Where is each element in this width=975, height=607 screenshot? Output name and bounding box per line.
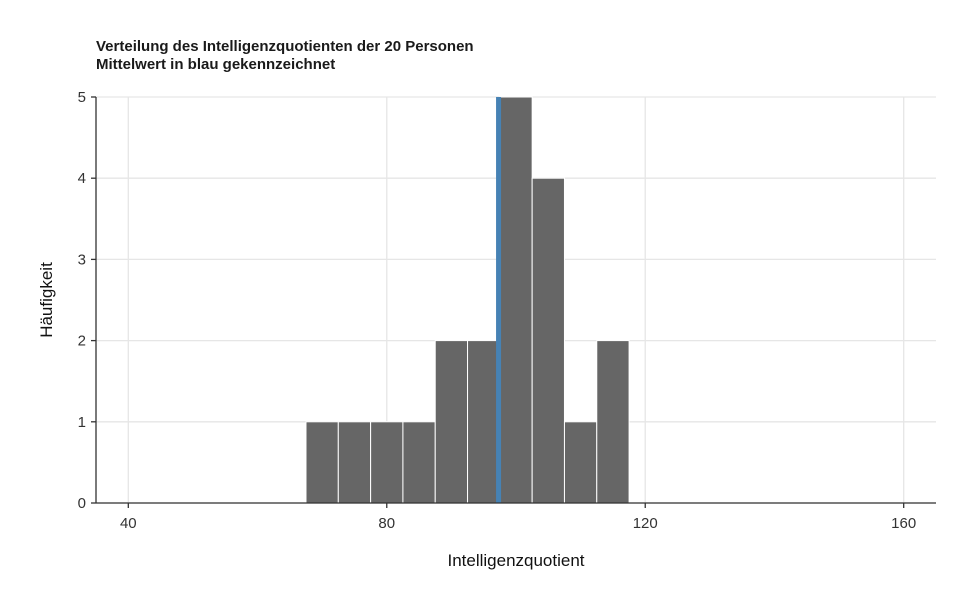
histogram-bar-1 xyxy=(305,421,339,504)
y-tick-label-0: 0 xyxy=(78,495,86,512)
histogram-bar-7 xyxy=(499,96,533,504)
histogram-bar-5 xyxy=(434,340,469,504)
x-axis-label: Intelligenzquotient xyxy=(447,551,584,570)
y-tick-label-1: 1 xyxy=(78,414,86,431)
y-tick-label-5: 5 xyxy=(78,89,86,106)
x-tick-label-160: 160 xyxy=(891,515,916,532)
chart-title: Verteilung des Intelligenzquotienten der… xyxy=(96,38,474,55)
histogram-bar-9 xyxy=(563,421,598,504)
y-tick-label-2: 2 xyxy=(78,333,86,350)
x-tick-label-80: 80 xyxy=(378,515,395,532)
bars xyxy=(305,96,630,504)
histogram-bar-3 xyxy=(370,421,404,504)
histogram-bar-2 xyxy=(337,421,372,504)
y-axis-label: Häufigkeit xyxy=(37,262,56,338)
y-tick-label-3: 3 xyxy=(78,251,86,268)
y-tick-label-4: 4 xyxy=(78,170,86,187)
axes: 0 1 2 3 4 5 40 80 120 160 xyxy=(78,89,936,532)
histogram-bar-8 xyxy=(531,177,565,504)
histogram-bar-6 xyxy=(467,340,501,504)
chart-subtitle: Mittelwert in blau gekennzeichnet xyxy=(96,56,335,73)
x-tick-label-40: 40 xyxy=(120,515,137,532)
histogram-bar-4 xyxy=(402,421,436,504)
x-tick-label-120: 120 xyxy=(633,515,658,532)
histogram-bar-10 xyxy=(596,340,630,504)
